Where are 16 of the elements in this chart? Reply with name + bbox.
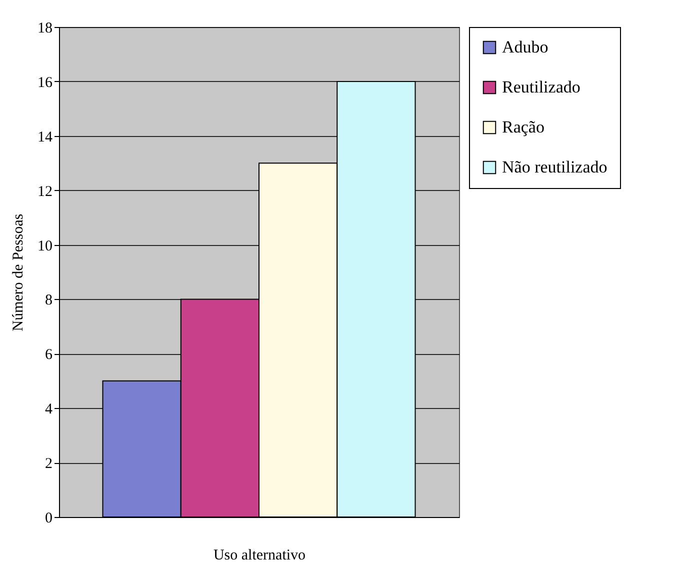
y-tick-label: 6 [45,347,53,364]
y-tick-label: 12 [38,184,52,200]
y-tick-label: 4 [45,402,53,418]
y-tick-label: 0 [45,510,52,526]
y-axis-title: Número de Pessoas [10,214,26,332]
y-tick-label: 10 [38,238,52,254]
y-tick-label: 8 [45,292,52,309]
x-axis-title: Uso alternativo [213,548,306,564]
legend-label: Adubo [502,38,548,56]
y-tick-label: 2 [45,456,52,472]
legend-label: Reutilizado [502,78,580,96]
y-tick-label: 16 [38,74,53,91]
y-tick-label: 14 [38,129,53,146]
legend-label: Não reutilizado [502,158,608,176]
y-tick-label: 18 [38,20,52,36]
legend-label: Ração [502,118,544,136]
